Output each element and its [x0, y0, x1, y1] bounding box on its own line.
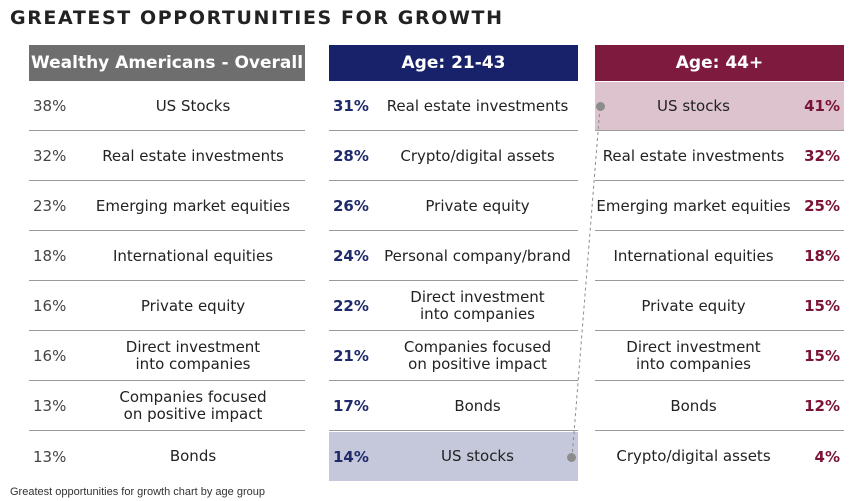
investment-label: Emerging market equities: [95, 196, 291, 215]
investment-label: Private equity: [425, 196, 530, 215]
percentage-value: 16%: [33, 347, 67, 365]
investment-label: Bonds: [169, 447, 217, 465]
column-header-age-44-plus: Age: 44+: [595, 45, 844, 81]
percentage-value: 28%: [333, 147, 369, 165]
percentage-value: 18%: [33, 247, 67, 265]
percentage-value: 14%: [333, 447, 369, 466]
connector-dot-start: [567, 453, 576, 462]
table-row: 38% US Stocks: [29, 82, 305, 131]
percentage-value: 38%: [33, 97, 67, 115]
percentage-value: 32%: [804, 147, 840, 165]
table-row: Emerging market equities 25%: [595, 182, 844, 231]
percentage-value: 12%: [804, 397, 840, 415]
percentage-value: 16%: [33, 297, 67, 315]
connector-dot-end: [596, 102, 605, 111]
table-row: 13% Companies focused on positive impact: [29, 382, 305, 431]
table-row: 16% Private equity: [29, 282, 305, 331]
investment-label: Private equity: [641, 296, 746, 315]
table-row: 26% Private equity: [329, 182, 578, 231]
investment-label: Direct investment into companies: [125, 338, 261, 373]
percentage-value: 13%: [33, 397, 67, 415]
investment-label: US stocks: [657, 96, 730, 115]
percentage-value: 15%: [804, 297, 840, 315]
table-row: Real estate investments 32%: [595, 132, 844, 181]
column-header-age-21-43: Age: 21-43: [329, 45, 578, 81]
investment-label: Crypto/digital assets: [400, 146, 555, 165]
table-row: 21% Companies focused on positive impact: [329, 332, 578, 381]
investment-label: Real estate investments: [386, 96, 569, 115]
table-row: 23% Emerging market equities: [29, 182, 305, 231]
investment-label: Real estate investments: [102, 146, 284, 165]
table-row: International equities 18%: [595, 232, 844, 281]
table-row: 14% US stocks: [329, 432, 578, 481]
percentage-value: 41%: [804, 97, 840, 115]
column-header-overall: Wealthy Americans - Overall: [29, 45, 305, 81]
percentage-value: 15%: [804, 347, 840, 365]
percentage-value: 17%: [333, 397, 369, 415]
figure-caption: Greatest opportunities for growth chart …: [10, 486, 265, 498]
table-row: 28% Crypto/digital assets: [329, 132, 578, 181]
percentage-value: 26%: [333, 197, 369, 215]
table-row: 22% Direct investment into companies: [329, 282, 578, 331]
percentage-value: 31%: [333, 97, 369, 115]
percentage-value: 21%: [333, 347, 369, 365]
investment-label: Emerging market equities: [596, 196, 791, 215]
percentage-value: 18%: [804, 247, 840, 265]
table-row: 31% Real estate investments: [329, 82, 578, 131]
table-row: 16% Direct investment into companies: [29, 332, 305, 381]
investment-label: Real estate investments: [602, 146, 785, 165]
investment-label: Direct investment into companies: [410, 288, 545, 323]
investment-label: Companies focused on positive impact: [403, 338, 552, 373]
investment-label: Bonds: [670, 396, 717, 415]
percentage-value: 23%: [33, 197, 67, 215]
table-row: 18% International equities: [29, 232, 305, 281]
percentage-value: 4%: [814, 447, 840, 466]
table-row: 13% Bonds: [29, 432, 305, 481]
table-row: 24% Personal company/brand: [329, 232, 578, 281]
investment-label: International equities: [112, 246, 274, 265]
investment-label: Crypto/digital assets: [616, 447, 771, 465]
investment-label: Bonds: [454, 396, 501, 415]
investment-label: US Stocks: [155, 96, 231, 115]
percentage-value: 13%: [33, 447, 67, 466]
percentage-value: 25%: [804, 197, 840, 215]
table-row: Crypto/digital assets 4%: [595, 432, 844, 481]
investment-label: Direct investment into companies: [626, 338, 761, 373]
page-title: GREATEST OPPORTUNITIES FOR GROWTH: [10, 7, 504, 29]
table-row: US stocks 41%: [595, 82, 844, 131]
investment-label: International equities: [613, 246, 774, 265]
table-row: 17% Bonds: [329, 382, 578, 431]
percentage-value: 22%: [333, 297, 369, 315]
table-row: 32% Real estate investments: [29, 132, 305, 181]
investment-label: Personal company/brand: [384, 246, 571, 265]
investment-label: US stocks: [441, 447, 514, 465]
percentage-value: 24%: [333, 247, 369, 265]
table-row: Private equity 15%: [595, 282, 844, 331]
investment-label: Companies focused on positive impact: [119, 388, 267, 423]
percentage-value: 32%: [33, 147, 67, 165]
table-row: Direct investment into companies 15%: [595, 332, 844, 381]
table-row: Bonds 12%: [595, 382, 844, 431]
investment-label: Private equity: [140, 296, 246, 315]
